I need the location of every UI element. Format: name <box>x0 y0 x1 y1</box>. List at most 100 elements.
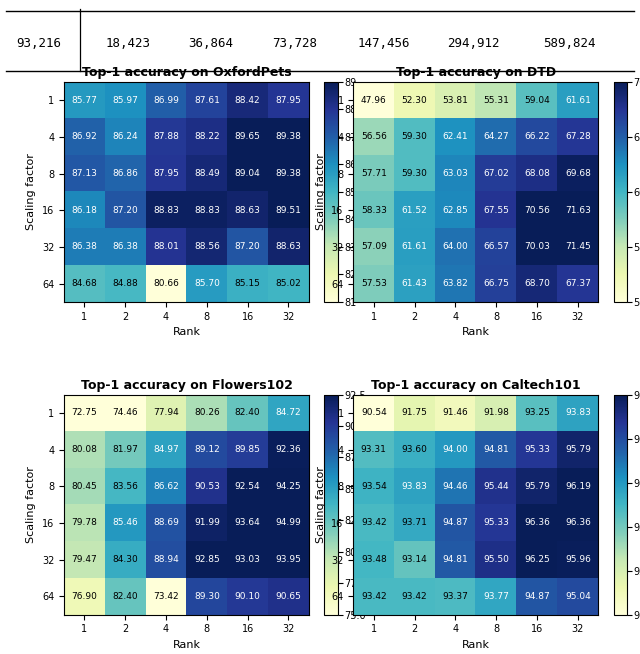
Text: 84.30: 84.30 <box>113 555 138 564</box>
Text: 74.46: 74.46 <box>113 408 138 417</box>
Text: 57.71: 57.71 <box>361 169 387 178</box>
Text: 72.75: 72.75 <box>72 408 97 417</box>
Y-axis label: Scaling factor: Scaling factor <box>26 466 36 543</box>
X-axis label: Rank: Rank <box>462 327 490 337</box>
Text: 87.95: 87.95 <box>153 169 179 178</box>
Text: 71.45: 71.45 <box>565 243 591 251</box>
Text: 93.42: 93.42 <box>361 519 387 528</box>
Text: 71.63: 71.63 <box>565 206 591 215</box>
Text: 93.64: 93.64 <box>235 519 260 528</box>
Text: 89.51: 89.51 <box>276 206 301 215</box>
Text: 88.56: 88.56 <box>194 243 220 251</box>
Text: 92.85: 92.85 <box>194 555 220 564</box>
Text: 85.97: 85.97 <box>112 95 138 105</box>
Text: 83.56: 83.56 <box>112 482 138 490</box>
Text: 67.02: 67.02 <box>483 169 509 178</box>
Text: 96.19: 96.19 <box>565 482 591 490</box>
Text: 94.46: 94.46 <box>443 482 468 490</box>
Text: 80.26: 80.26 <box>194 408 220 417</box>
Text: 89.38: 89.38 <box>276 132 301 141</box>
Text: 89.04: 89.04 <box>235 169 260 178</box>
Text: 59.30: 59.30 <box>402 169 428 178</box>
Text: 87.95: 87.95 <box>276 95 301 105</box>
Text: 63.82: 63.82 <box>442 279 468 288</box>
Text: 93.54: 93.54 <box>361 482 387 490</box>
Text: 55.31: 55.31 <box>483 95 509 105</box>
Text: 57.53: 57.53 <box>361 279 387 288</box>
Text: 94.99: 94.99 <box>276 519 301 528</box>
Text: 53.81: 53.81 <box>442 95 468 105</box>
Text: 87.20: 87.20 <box>235 243 260 251</box>
Text: 67.28: 67.28 <box>565 132 591 141</box>
Text: 88.94: 88.94 <box>153 555 179 564</box>
Text: 88.42: 88.42 <box>235 95 260 105</box>
Text: 85.15: 85.15 <box>235 279 260 288</box>
Text: 95.79: 95.79 <box>524 482 550 490</box>
X-axis label: Rank: Rank <box>172 327 200 337</box>
Text: 85.77: 85.77 <box>72 95 97 105</box>
Text: 66.22: 66.22 <box>524 132 550 141</box>
Text: 87.20: 87.20 <box>113 206 138 215</box>
Text: 93.42: 93.42 <box>402 592 428 601</box>
Y-axis label: Scaling factor: Scaling factor <box>26 154 36 230</box>
Text: 93.83: 93.83 <box>565 408 591 417</box>
Text: 84.97: 84.97 <box>153 445 179 454</box>
Text: 95.33: 95.33 <box>483 519 509 528</box>
Text: 70.56: 70.56 <box>524 206 550 215</box>
Text: 80.08: 80.08 <box>72 445 97 454</box>
Text: 94.81: 94.81 <box>442 555 468 564</box>
Text: 67.37: 67.37 <box>565 279 591 288</box>
X-axis label: Rank: Rank <box>462 640 490 650</box>
Y-axis label: Scaling factor: Scaling factor <box>316 466 326 543</box>
Text: 88.63: 88.63 <box>276 243 301 251</box>
Text: 93.71: 93.71 <box>402 519 428 528</box>
Text: 88.63: 88.63 <box>235 206 260 215</box>
Text: 80.66: 80.66 <box>153 279 179 288</box>
Text: 93.31: 93.31 <box>361 445 387 454</box>
Text: 93.42: 93.42 <box>361 592 387 601</box>
Text: 88.69: 88.69 <box>153 519 179 528</box>
Text: 88.01: 88.01 <box>153 243 179 251</box>
Text: 91.99: 91.99 <box>194 519 220 528</box>
Text: 96.36: 96.36 <box>524 519 550 528</box>
Text: 94.87: 94.87 <box>524 592 550 601</box>
Text: 95.96: 95.96 <box>565 555 591 564</box>
Text: 89.12: 89.12 <box>194 445 220 454</box>
Text: 80.45: 80.45 <box>72 482 97 490</box>
Text: 88.22: 88.22 <box>194 132 220 141</box>
Text: 93.95: 93.95 <box>276 555 301 564</box>
Text: 86.38: 86.38 <box>72 243 97 251</box>
Text: 73.42: 73.42 <box>153 592 179 601</box>
Text: 90.65: 90.65 <box>276 592 301 601</box>
Text: 91.46: 91.46 <box>442 408 468 417</box>
Text: 92.54: 92.54 <box>235 482 260 490</box>
Text: 61.52: 61.52 <box>402 206 428 215</box>
Text: 589,824: 589,824 <box>543 37 596 50</box>
Text: 87.88: 87.88 <box>153 132 179 141</box>
Text: 61.43: 61.43 <box>402 279 428 288</box>
Text: 86.18: 86.18 <box>72 206 97 215</box>
Text: 79.78: 79.78 <box>72 519 97 528</box>
X-axis label: Rank: Rank <box>172 640 200 650</box>
Text: 85.70: 85.70 <box>194 279 220 288</box>
Text: 94.25: 94.25 <box>276 482 301 490</box>
Text: 64.27: 64.27 <box>483 132 509 141</box>
Text: 62.85: 62.85 <box>442 206 468 215</box>
Text: 84.72: 84.72 <box>276 408 301 417</box>
Text: 95.50: 95.50 <box>483 555 509 564</box>
Text: 85.46: 85.46 <box>113 519 138 528</box>
Text: 88.83: 88.83 <box>194 206 220 215</box>
Text: 82.40: 82.40 <box>235 408 260 417</box>
Text: 94.81: 94.81 <box>483 445 509 454</box>
Text: 86.92: 86.92 <box>72 132 97 141</box>
Text: 66.57: 66.57 <box>483 243 509 251</box>
Text: 90.10: 90.10 <box>235 592 260 601</box>
Text: 86.38: 86.38 <box>112 243 138 251</box>
Text: 93.83: 93.83 <box>402 482 428 490</box>
Text: 96.36: 96.36 <box>565 519 591 528</box>
Text: 85.02: 85.02 <box>276 279 301 288</box>
Text: 76.90: 76.90 <box>72 592 97 601</box>
Text: 57.09: 57.09 <box>361 243 387 251</box>
Text: 68.70: 68.70 <box>524 279 550 288</box>
Text: 93.60: 93.60 <box>402 445 428 454</box>
